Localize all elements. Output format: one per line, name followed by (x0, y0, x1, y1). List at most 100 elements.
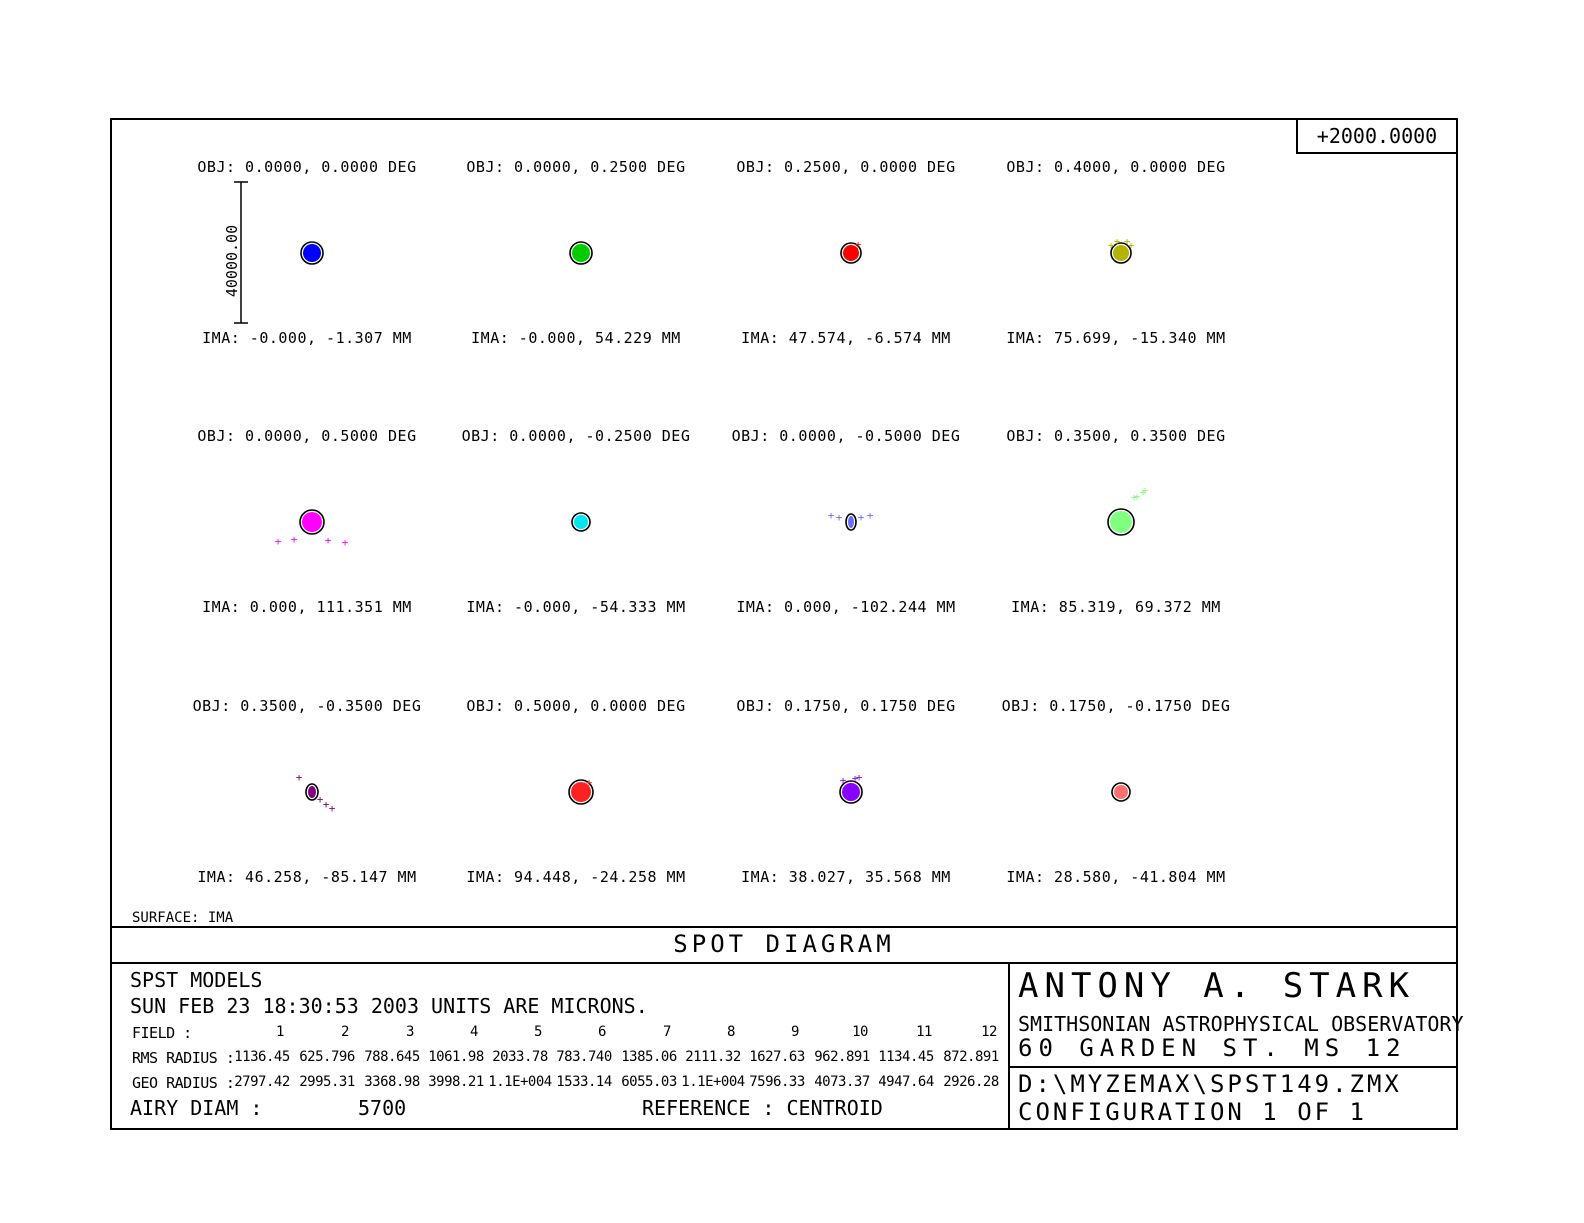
ray-marker: + (1140, 486, 1147, 499)
plot-frame (110, 118, 1458, 1130)
spot-11: + ++ (839, 771, 863, 804)
ima-label-3: IMA: 47.574, -6.574 MM (741, 329, 951, 347)
ray-marker: + (312, 243, 319, 256)
divider-title-bottom (110, 962, 1458, 964)
field-number-7: 7 (663, 1024, 671, 1040)
airy-circle-6 (571, 512, 591, 532)
obj-label-10: OBJ: 0.5000, 0.0000 DEG (466, 697, 686, 715)
geo-value-7: 6055.03 (621, 1074, 677, 1090)
divider-title-top (110, 926, 1458, 928)
ima-label-1: IMA: -0.000, -1.307 MM (202, 329, 412, 347)
spot-10: +++ (568, 776, 594, 805)
spot-fill-2 (572, 244, 590, 262)
rms-row-label: RMS RADIUS : (132, 1049, 235, 1067)
spot-1: +++ (300, 241, 324, 265)
geo-row-label: GEO RADIUS : (132, 1074, 235, 1092)
ray-marker: + (296, 771, 303, 784)
spot-5: + + + + + (275, 509, 349, 549)
spot-fill-9 (308, 786, 316, 798)
airy-circle-5 (299, 509, 325, 535)
obj-label-2: OBJ: 0.0000, 0.2500 DEG (466, 158, 686, 176)
ray-marker: + (342, 536, 349, 549)
ray-marker: + (1134, 490, 1141, 503)
geo-value-1: 2797.42 (234, 1074, 290, 1090)
field-number-4: 4 (470, 1024, 478, 1040)
spot-fill-8 (1110, 511, 1132, 533)
file-path: D:\MYZEMAX\SPST149.ZMX (1018, 1070, 1402, 1098)
field-number-1: 1 (276, 1024, 284, 1040)
field-number-2: 2 (341, 1024, 349, 1040)
ray-marker: + (586, 776, 593, 789)
field-number-5: 5 (534, 1024, 542, 1040)
spot-fill-10 (571, 782, 591, 802)
field-number-9: 9 (791, 1024, 799, 1040)
rms-value-7: 1385.06 (621, 1049, 677, 1065)
obj-label-9: OBJ: 0.3500, -0.3500 DEG (192, 697, 422, 715)
ray-marker: + (323, 798, 330, 811)
airy-circle-8 (1107, 508, 1135, 536)
spot-fill-7 (848, 516, 854, 528)
spot-fill-11 (842, 783, 860, 801)
ray-marker: + (867, 509, 874, 522)
field-number-8: 8 (727, 1024, 735, 1040)
spot-fill-3 (843, 245, 859, 261)
obj-label-1: OBJ: 0.0000, 0.0000 DEG (197, 158, 417, 176)
spot-4: + +++ (1108, 235, 1135, 264)
field-number-12: 12 (981, 1024, 997, 1040)
reference-text: REFERENCE : CENTROID (642, 1096, 883, 1120)
spot-fill-5 (302, 512, 322, 532)
airy-circle-3 (840, 242, 862, 264)
rms-value-11: 1134.45 (878, 1049, 934, 1065)
ray-marker: + (309, 250, 316, 263)
ray-marker: + (317, 793, 324, 806)
field-number-3: 3 (406, 1024, 414, 1040)
author-name: ANTONY A. STARK (1018, 966, 1416, 1006)
ray-marker: + (1108, 239, 1115, 252)
ray-marker: + (576, 245, 583, 258)
ray-marker: + (572, 784, 579, 797)
divider-credits (1008, 1066, 1458, 1068)
geo-value-10: 4073.37 (814, 1074, 870, 1090)
airy-circle-2 (569, 241, 593, 265)
ima-label-8: IMA: 85.319, 69.372 MM (1011, 598, 1221, 616)
model-name: SPST MODELS (130, 968, 263, 992)
spot-3: +++ (840, 238, 862, 264)
ima-label-7: IMA: 0.000, -102.244 MM (736, 598, 956, 616)
ima-label-2: IMA: -0.000, 54.229 MM (471, 329, 681, 347)
spot-2: +++ (569, 241, 593, 265)
ray-marker: + (309, 513, 316, 526)
ima-label-10: IMA: 94.448, -24.258 MM (466, 868, 686, 886)
date-units: SUN FEB 23 18:30:53 2003 UNITS ARE MICRO… (130, 994, 648, 1018)
ray-marker: + (329, 802, 336, 815)
ray-marker: + (1131, 491, 1138, 504)
ray-marker: + (845, 249, 852, 262)
airy-value: 5700 (358, 1096, 407, 1120)
geo-value-9: 7596.33 (749, 1074, 805, 1090)
divider-info-credits (1008, 962, 1010, 1130)
obj-label-7: OBJ: 0.0000, -0.5000 DEG (731, 427, 961, 445)
ray-marker: + (852, 772, 859, 785)
geo-value-8: 1.1E+004 (681, 1074, 745, 1090)
obj-label-11: OBJ: 0.1750, 0.1750 DEG (736, 697, 956, 715)
airy-circle-7 (845, 513, 857, 531)
organization: SMITHSONIAN ASTROPHYSICAL OBSERVATORY (1018, 1012, 1464, 1036)
geo-value-4: 3998.21 (428, 1074, 484, 1090)
geo-value-2: 2995.31 (299, 1074, 355, 1090)
field-number-10: 10 (852, 1024, 868, 1040)
airy-circle-1 (300, 241, 324, 265)
ray-marker: + (1128, 239, 1135, 252)
ray-marker: + (307, 244, 314, 257)
obj-label-3: OBJ: 0.2500, 0.0000 DEG (736, 158, 956, 176)
surface-label: SURFACE: IMA (132, 910, 234, 926)
spot-9: ++ + + (296, 771, 336, 815)
rms-value-3: 788.645 (364, 1049, 420, 1065)
obj-label-6: OBJ: 0.0000, -0.2500 DEG (461, 427, 691, 445)
ray-marker: + (840, 774, 847, 787)
ray-marker: + (1114, 235, 1121, 248)
address: 60 GARDEN ST. MS 12 (1018, 1034, 1407, 1062)
rms-value-12: 872.891 (943, 1049, 999, 1065)
ima-label-6: IMA: -0.000, -54.333 MM (466, 598, 686, 616)
scale-value-box: +2000.0000 (1296, 118, 1458, 154)
ray-marker: + (580, 244, 587, 257)
